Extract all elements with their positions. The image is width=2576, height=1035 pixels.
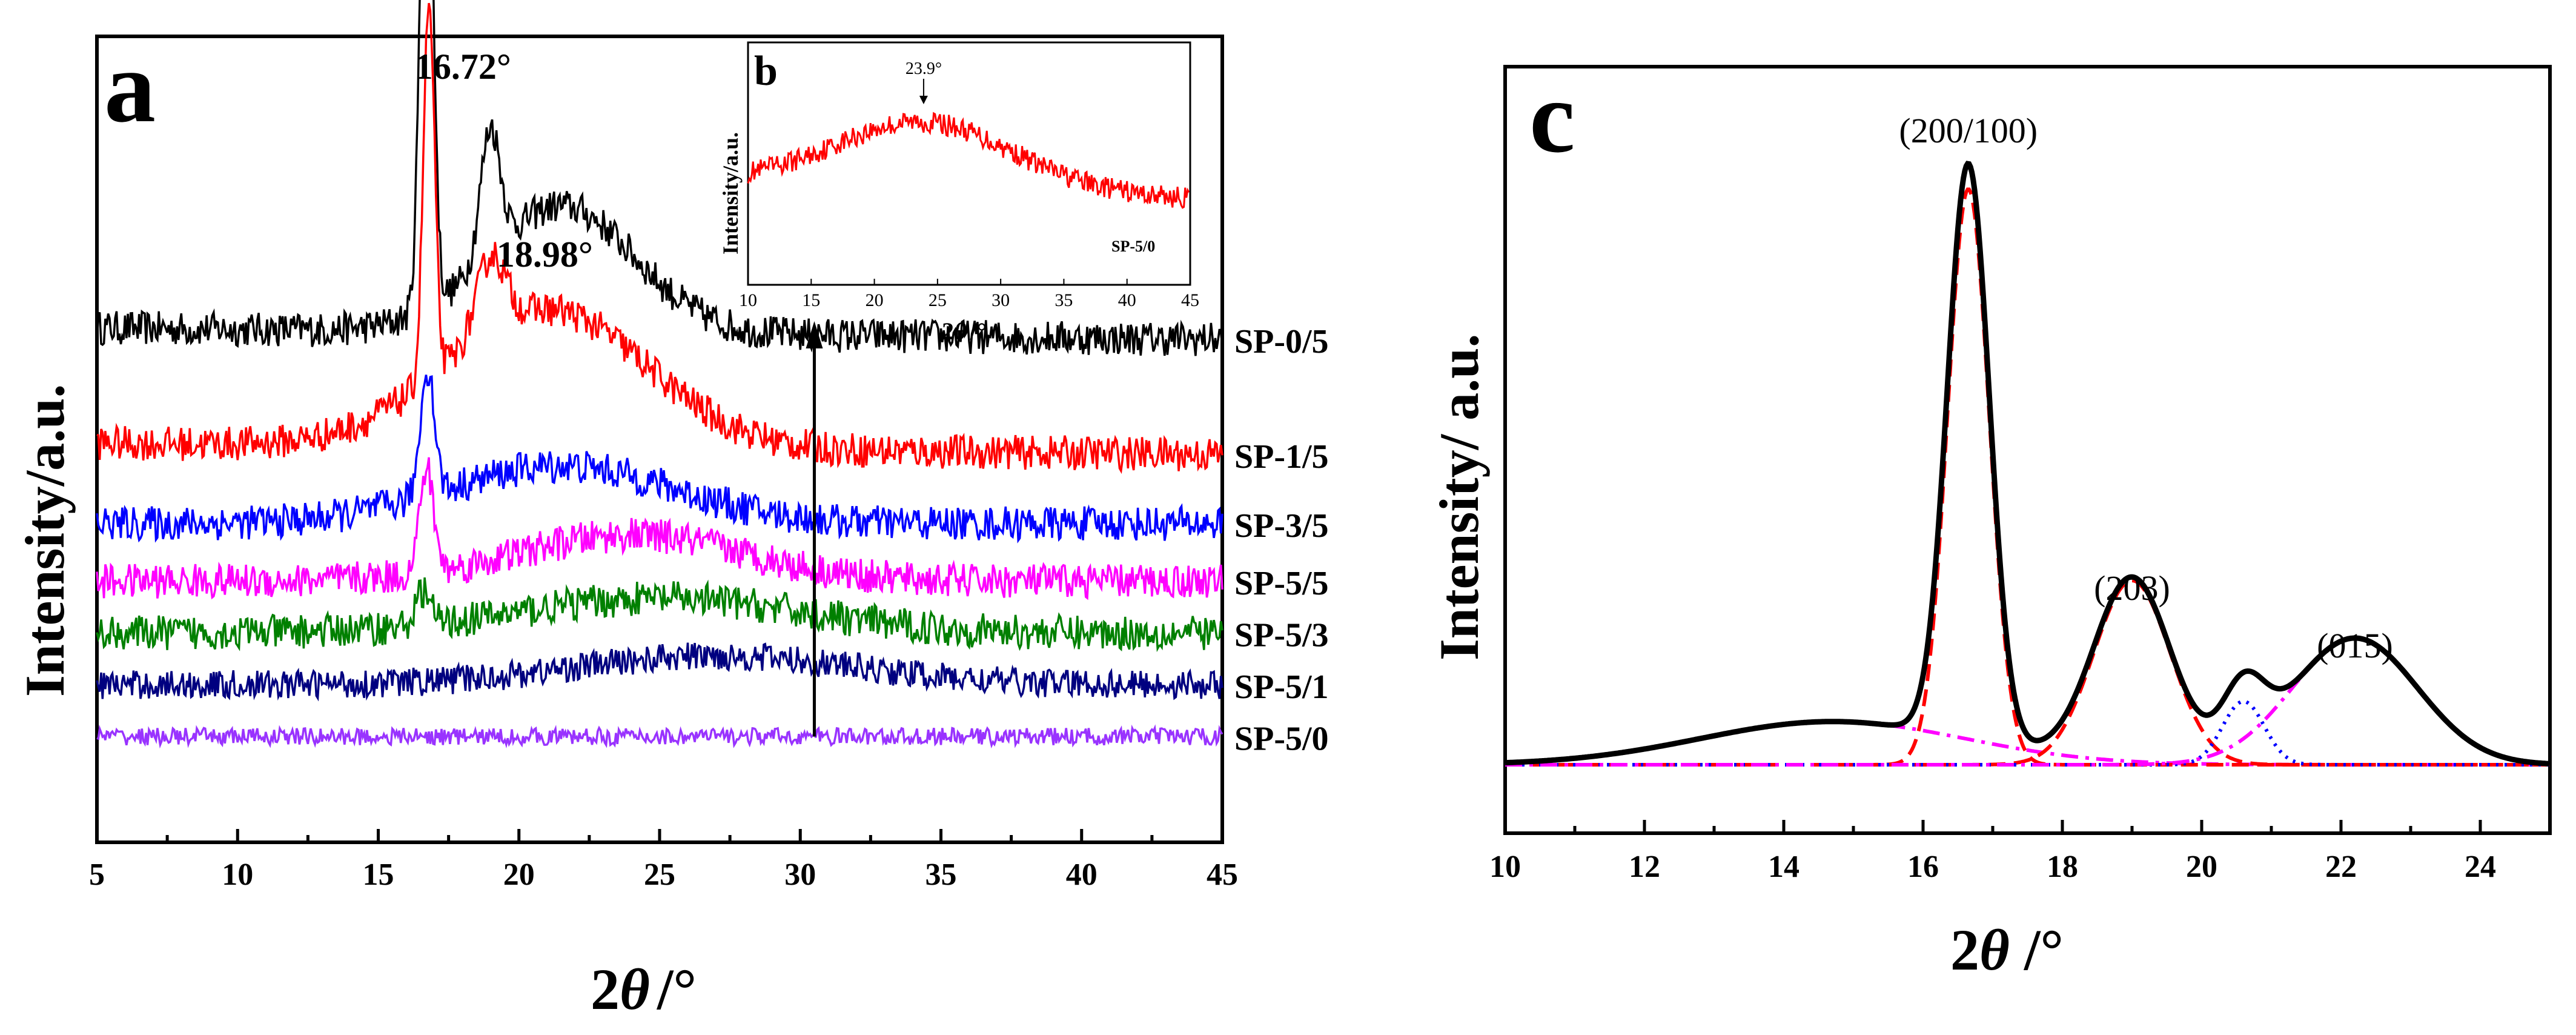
peak-label: 16.72° [415, 47, 511, 87]
fit-peak-curve [1505, 719, 2550, 767]
series-line-sp-5-0 [96, 724, 1223, 749]
inset-x-tick-label: 35 [1055, 290, 1073, 310]
inset-b-peak-label: 23.9° [906, 59, 942, 78]
sample-label: SP-5/3 [1234, 617, 1329, 654]
peak-label: (200/100) [1899, 111, 2038, 150]
x-tick-label: 40 [1066, 857, 1098, 892]
panel-a-arrow [806, 321, 823, 737]
panel-a-peak-labels: 16.72° 18.98° [415, 47, 593, 275]
sample-label: SP-1/5 [1234, 438, 1329, 476]
x-tick-label: 35 [925, 857, 957, 892]
inset-x-tick-label: 15 [802, 290, 820, 310]
peak-label: 18.98° [497, 235, 593, 275]
x-tick-label: 12 [1629, 850, 1660, 884]
arrow-head [806, 321, 823, 348]
peak-label: (203) [2094, 568, 2170, 608]
x-tick-label: 16 [1907, 850, 1939, 884]
sample-label: SP-0/5 [1234, 323, 1329, 361]
x-tick-label: 15 [363, 857, 394, 892]
x-tick-label: 10 [1489, 850, 1521, 884]
panel-a-x-ticks: 5 10 15 20 25 30 35 40 45 [89, 829, 1238, 892]
panel-a: a 5 10 15 20 25 30 35 40 45 SP-0/5SP-1/5SP-3/5SP… [14, 0, 1329, 1022]
fit-peak-curve [1505, 578, 2550, 767]
panel-c-peak-labels: (200/100) (203) (015) [1899, 111, 2392, 665]
inset-b-peak-arrow-head [919, 96, 928, 104]
x-tick-label: 5 [89, 857, 105, 892]
inset-b-y-axis-label: Intensity/a.u. [718, 132, 743, 255]
panel-a-sample-labels: SP-0/5 SP-1/5 SP-3/5 SP-5/5 SP-5/3 SP-5/1 SP-5… [1234, 323, 1329, 758]
panel-c-letter: c [1529, 60, 1575, 174]
inset-b-frame [747, 41, 1191, 286]
panel-a-x-axis-label: 2θ/° [591, 957, 697, 1022]
panel-c-x-ticks: 10 12 14 16 18 20 22 24 [1489, 820, 2496, 884]
panel-a-series [96, 0, 1223, 749]
series-line-sp-5-3 [96, 577, 1223, 653]
inset-x-tick-label: 25 [929, 290, 947, 310]
x-tick-label: 22 [2325, 850, 2357, 884]
peak-label: (015) [2317, 626, 2393, 665]
series-line-sp-5-5 [96, 457, 1223, 601]
inset-b-x-ticks: 10 15 20 25 30 35 40 45 [739, 279, 1199, 310]
x-tick-label: 25 [644, 857, 675, 892]
inset-x-tick-label: 10 [739, 290, 757, 310]
panel-c-y-axis-label: Intensity/ a.u. [1428, 334, 1490, 661]
sample-label: SP-5/5 [1234, 565, 1329, 602]
inset-b-letter: b [754, 48, 778, 95]
series-line-sp-1-5 [96, 2, 1223, 474]
inset-b: b 10 15 20 25 30 35 40 45 23.9° SP-5/0 Intensit… [718, 41, 1199, 345]
x-tick-label: 20 [503, 857, 535, 892]
x-tick-label: 18 [2047, 850, 2078, 884]
inset-x-tick-label: 40 [1118, 290, 1136, 310]
series-line-sp-5-1 [96, 642, 1223, 702]
fit-peak-curve [1505, 187, 2550, 767]
panel-a-letter: a [104, 30, 156, 144]
panel-c: c 10 12 14 16 18 20 22 24 (200/100) (203) (015) I… [1428, 60, 2552, 982]
series-line-sp-3-5 [96, 374, 1223, 544]
panel-a-y-axis-label: Intensity/a.u. [14, 384, 76, 697]
inset-b-sample-label: SP-5/0 [1111, 238, 1155, 255]
inset-b-series-line [747, 111, 1190, 209]
x-tick-label: 45 [1207, 857, 1238, 892]
inset-b-x-axis-label: 2θ/° [942, 318, 987, 345]
inset-x-tick-label: 45 [1181, 290, 1199, 310]
x-tick-label: 24 [2465, 850, 2496, 884]
sample-label: SP-5/0 [1234, 721, 1329, 758]
x-tick-label: 30 [784, 857, 816, 892]
x-tick-label: 14 [1768, 850, 1800, 884]
x-tick-label: 10 [222, 857, 253, 892]
panel-c-sum-curve [1505, 161, 2551, 767]
series-line-sp-0-5 [96, 0, 1223, 356]
sample-label: SP-3/5 [1234, 507, 1329, 545]
panel-c-fit-peaks [1505, 187, 2551, 767]
inset-x-tick-label: 20 [866, 290, 884, 310]
panel-c-frame [1503, 65, 2552, 835]
sample-label: SP-5/1 [1234, 668, 1329, 706]
x-tick-label: 20 [2186, 850, 2217, 884]
inset-x-tick-label: 30 [992, 290, 1010, 310]
panel-c-x-axis-label: 2θ /° [1950, 917, 2064, 982]
